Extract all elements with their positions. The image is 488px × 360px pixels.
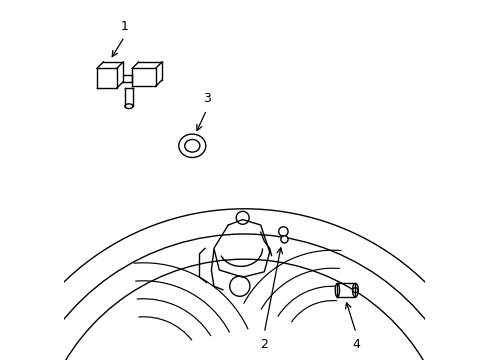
Text: 4: 4	[351, 338, 359, 351]
Circle shape	[352, 288, 357, 293]
Circle shape	[229, 276, 249, 296]
Text: 3: 3	[203, 93, 210, 105]
Ellipse shape	[335, 283, 339, 297]
Ellipse shape	[125, 104, 133, 109]
Text: 2: 2	[260, 338, 268, 351]
Text: 1: 1	[120, 20, 128, 33]
Ellipse shape	[179, 134, 205, 158]
Circle shape	[278, 227, 287, 236]
Circle shape	[236, 211, 249, 224]
Circle shape	[280, 236, 287, 243]
Ellipse shape	[352, 283, 358, 297]
Ellipse shape	[184, 139, 200, 152]
